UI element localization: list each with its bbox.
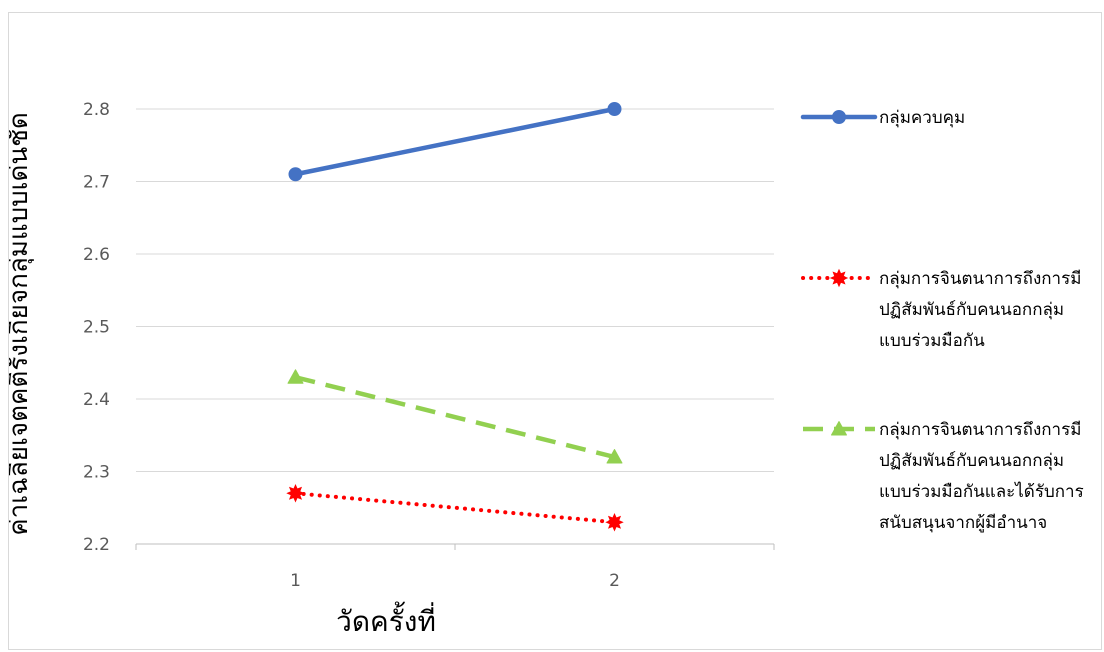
- x-tick-label: 1: [290, 571, 301, 591]
- chart-area: 2.2 2.3 2.4 2.5 2.6 2.7 2.8 1 2 กลุ่มควบคุม กลุ่ม…: [8, 12, 1102, 650]
- legend-label: ปฏิสัมพันธ์กับคนนอกกลุ่ม: [879, 451, 1064, 471]
- legend-item-1: กลุ่มควบคุม: [800, 108, 965, 128]
- data-point: [287, 369, 304, 384]
- legend-label: แบบร่วมมือกันและได้รับการ: [879, 481, 1084, 502]
- legend-item-3: กลุ่มการจินตนาการถึงการมีปฏิสัมพันธ์กับค…: [803, 420, 1084, 533]
- series-2: [286, 484, 624, 532]
- series-1: [288, 102, 622, 182]
- legend-label: กลุ่มควบคุม: [879, 108, 965, 128]
- y-tick-label: 2.4: [83, 390, 110, 410]
- data-point: [288, 167, 303, 182]
- legend-label: แบบร่วมมือกัน: [879, 331, 985, 351]
- legend-label: สนับสนุนจากผู้มีอำนาจ: [879, 513, 1047, 533]
- data-point: [606, 449, 623, 464]
- x-tick-label: 2: [609, 571, 620, 591]
- series-line: [293, 491, 617, 525]
- y-tick-label: 2.3: [83, 463, 110, 483]
- y-tick-label: 2.6: [83, 245, 110, 265]
- legend-item-2: กลุ่มการจินตนาการถึงการมีปฏิสัมพันธ์กับค…: [801, 268, 1081, 351]
- legend-label: กลุ่มการจินตนาการถึงการมี: [879, 420, 1081, 440]
- series-line: [293, 106, 617, 177]
- gridlines: [136, 108, 774, 472]
- series-layer: [286, 102, 624, 532]
- legend-marker: [832, 110, 846, 124]
- series-3: [287, 369, 623, 464]
- y-tick-label: 2.2: [83, 535, 110, 555]
- legend-marker: [831, 421, 847, 436]
- legend-label: ปฏิสัมพันธ์กับคนนอกกลุ่ม: [879, 300, 1064, 320]
- y-tick-label: 2.8: [83, 100, 110, 120]
- y-tick-label: 2.5: [83, 318, 110, 338]
- x-axis-title: วัดครั้งที่: [336, 601, 436, 638]
- legend-label: กลุ่มการจินตนาการถึงการมี: [879, 269, 1081, 289]
- line-chart: 2.22.32.42.52.62.72.81 2 กลุ่มควบคุมกลุ่ม…: [9, 100, 1084, 638]
- axes: 2.2 2.3 2.4 2.5 2.6 2.7 2.8 1 2: [83, 100, 775, 591]
- y-tick-label: 2.7: [83, 173, 110, 193]
- y-axis-title: ค่าเฉลี่ยเจตคติรังเกียจกลุ่มแบบเด่นชัด: [9, 112, 34, 535]
- legend: กลุ่มควบคุมกลุ่มการจินตนาการถึงการมีปฏิส…: [800, 108, 1084, 533]
- data-point: [607, 102, 622, 116]
- data-point: [286, 484, 305, 503]
- legend-marker: [829, 268, 849, 288]
- series-line: [294, 375, 616, 460]
- data-point: [605, 513, 624, 532]
